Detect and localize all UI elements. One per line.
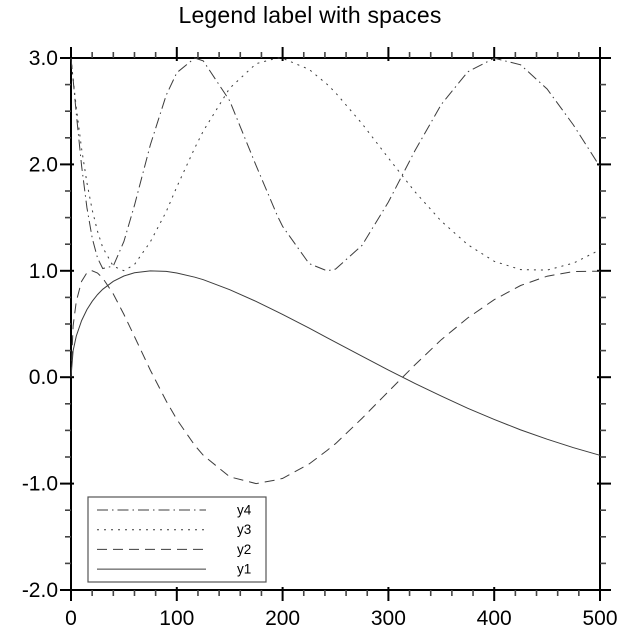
legend-entry-label: y1 (237, 562, 251, 577)
curve-y2 (70, 270, 601, 485)
chart-title: Legend label with spaces (178, 2, 442, 28)
curve-y1 (70, 270, 601, 456)
y-tick-label: -2.0 (22, 579, 58, 602)
y-tick-label: -1.0 (22, 473, 58, 496)
x-tick-label: 500 (582, 607, 617, 630)
legend-entry-label: y2 (237, 542, 251, 557)
x-tick-label: 0 (65, 607, 77, 630)
x-tick-label: 200 (265, 607, 300, 630)
y-tick-label: 2.0 (29, 153, 58, 176)
y-tick-label: 3.0 (29, 47, 58, 70)
x-tick-label: 400 (477, 607, 512, 630)
x-tick-label: 100 (159, 607, 194, 630)
x-tick-label: 300 (371, 607, 406, 630)
legend-entry-label: y4 (237, 503, 252, 518)
curve-y4 (70, 57, 601, 272)
legend-entry-label: y3 (237, 522, 251, 537)
y-tick-label: 0.0 (29, 366, 58, 389)
y-tick-label: 1.0 (29, 260, 58, 283)
curve-y3 (70, 57, 601, 272)
legend-box (87, 496, 267, 583)
